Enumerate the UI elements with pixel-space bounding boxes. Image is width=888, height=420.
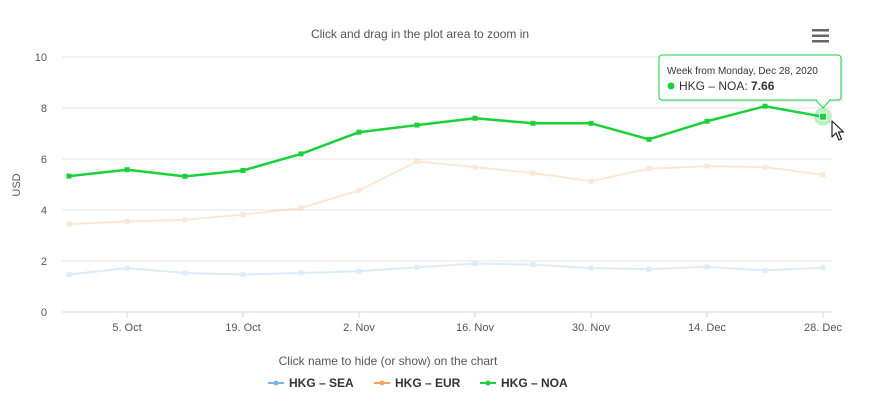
x-tick-label: 14. Dec bbox=[688, 322, 726, 334]
data-point bbox=[356, 129, 362, 135]
data-point bbox=[472, 261, 478, 267]
tooltip-header: Week from Monday, Dec 28, 2020 bbox=[667, 66, 818, 77]
y-tick-label: 0 bbox=[41, 307, 47, 319]
data-point bbox=[704, 163, 710, 169]
hamburger-menu-icon[interactable] bbox=[810, 26, 832, 46]
data-point bbox=[472, 115, 478, 121]
legend-item[interactable]: HKG – EUR bbox=[374, 376, 461, 390]
legend-marker bbox=[485, 380, 491, 386]
data-point bbox=[472, 164, 478, 170]
legend-label: HKG – EUR bbox=[395, 376, 461, 390]
tooltip-box bbox=[658, 54, 842, 101]
x-tick-label: 2. Nov bbox=[343, 322, 375, 334]
data-point bbox=[240, 167, 246, 173]
data-point bbox=[298, 151, 304, 157]
series-1 bbox=[66, 159, 826, 227]
tooltip-series-line: HKG – NOA: 7.66 bbox=[679, 79, 775, 93]
data-point bbox=[646, 266, 652, 272]
tooltip-pointer-cover bbox=[817, 98, 829, 101]
data-point bbox=[66, 173, 72, 179]
data-point bbox=[124, 218, 130, 224]
data-point bbox=[530, 170, 536, 176]
data-point bbox=[182, 270, 188, 276]
x-tick-label: 28. Dec bbox=[804, 322, 842, 334]
data-point bbox=[414, 264, 420, 270]
mouse-pointer-icon bbox=[831, 120, 845, 141]
y-axis-title: USD bbox=[11, 173, 23, 196]
data-point bbox=[588, 120, 594, 126]
data-point bbox=[356, 268, 362, 274]
x-axis: 5. Oct 19. Oct 2. Nov 16. Nov 30. Nov 14. Dec… bbox=[112, 312, 842, 334]
tooltip-pointer bbox=[814, 99, 832, 109]
data-point bbox=[588, 178, 594, 184]
legend[interactable]: HKG – SEA HKG – EUR HKG – NOA bbox=[268, 376, 568, 390]
series-line bbox=[68, 262, 824, 276]
data-point bbox=[762, 164, 768, 170]
tooltip-series-dot bbox=[667, 82, 675, 90]
legend-marker bbox=[379, 380, 385, 386]
data-point bbox=[240, 212, 246, 218]
grid-lines bbox=[62, 56, 832, 313]
data-point bbox=[762, 267, 768, 273]
series-line bbox=[68, 104, 824, 178]
x-tick-label: 19. Oct bbox=[225, 322, 260, 334]
legend-item[interactable]: HKG – NOA bbox=[480, 376, 568, 390]
legend-marker bbox=[273, 380, 279, 386]
legend-label: HKG – SEA bbox=[289, 376, 354, 390]
data-point bbox=[298, 270, 304, 276]
y-tick-label: 10 bbox=[35, 52, 47, 64]
y-tick-label: 6 bbox=[41, 154, 47, 166]
x-tick-label: 30. Nov bbox=[572, 322, 610, 334]
series-line bbox=[68, 160, 824, 226]
legend-label: HKG – NOA bbox=[501, 376, 568, 390]
series-layer bbox=[66, 103, 832, 278]
data-point bbox=[530, 262, 536, 268]
y-axis-ticks: 0 2 4 6 8 10 bbox=[35, 52, 47, 319]
series-2 bbox=[66, 103, 826, 179]
data-point bbox=[124, 167, 130, 173]
data-point bbox=[66, 221, 72, 227]
series-0 bbox=[66, 261, 826, 278]
legend-item[interactable]: HKG – SEA bbox=[268, 376, 354, 390]
data-point bbox=[704, 118, 710, 124]
data-point bbox=[66, 272, 72, 278]
legend-hint: Click name to hide (or show) on the char… bbox=[279, 354, 498, 368]
hover-point bbox=[819, 112, 827, 121]
data-point bbox=[704, 264, 710, 270]
data-point bbox=[240, 272, 246, 278]
tooltip: Week from Monday, Dec 28, 2020 HKG – NOA:… bbox=[658, 54, 843, 109]
data-point bbox=[414, 159, 420, 165]
data-point bbox=[762, 103, 768, 109]
y-tick-label: 4 bbox=[41, 205, 47, 217]
y-tick-label: 2 bbox=[41, 256, 47, 268]
data-point bbox=[182, 217, 188, 223]
data-point bbox=[356, 187, 362, 193]
data-point bbox=[820, 172, 826, 178]
x-tick-label: 16. Nov bbox=[456, 322, 494, 334]
data-point bbox=[646, 136, 652, 142]
data-point bbox=[124, 265, 130, 271]
x-tick-label: 5. Oct bbox=[112, 322, 141, 334]
data-point bbox=[182, 173, 188, 179]
chart-subtitle: Click and drag in the plot area to zoom … bbox=[311, 27, 529, 41]
data-point bbox=[414, 122, 420, 128]
data-point bbox=[646, 166, 652, 172]
y-tick-label: 8 bbox=[41, 103, 47, 115]
data-point bbox=[820, 265, 826, 271]
data-point bbox=[530, 120, 536, 126]
data-point bbox=[298, 205, 304, 211]
data-point bbox=[588, 265, 594, 271]
